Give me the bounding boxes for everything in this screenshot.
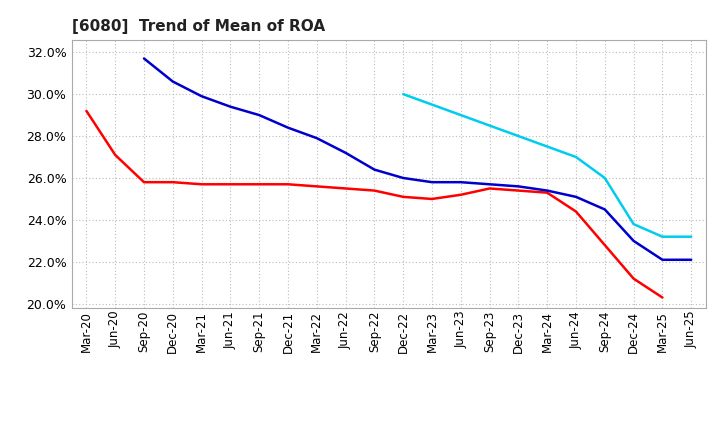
3 Years <box>111 152 120 158</box>
5 Years <box>485 182 494 187</box>
3 Years <box>255 182 264 187</box>
3 Years <box>82 108 91 114</box>
3 Years <box>456 192 465 198</box>
5 Years <box>312 136 321 141</box>
5 Years <box>284 125 292 130</box>
5 Years <box>370 167 379 172</box>
3 Years <box>197 182 206 187</box>
7 Years <box>687 234 696 239</box>
5 Years <box>197 94 206 99</box>
5 Years <box>572 194 580 199</box>
3 Years <box>140 180 148 185</box>
Text: [6080]  Trend of Mean of ROA: [6080] Trend of Mean of ROA <box>72 19 325 34</box>
Line: 3 Years: 3 Years <box>86 111 662 297</box>
5 Years <box>226 104 235 109</box>
3 Years <box>514 188 523 193</box>
7 Years <box>428 102 436 107</box>
5 Years <box>629 238 638 243</box>
7 Years <box>600 176 609 181</box>
5 Years <box>341 150 350 155</box>
3 Years <box>370 188 379 193</box>
7 Years <box>514 133 523 139</box>
3 Years <box>428 196 436 202</box>
5 Years <box>658 257 667 262</box>
7 Years <box>543 144 552 149</box>
5 Years <box>514 184 523 189</box>
3 Years <box>543 190 552 195</box>
7 Years <box>456 113 465 118</box>
3 Years <box>312 184 321 189</box>
5 Years <box>687 257 696 262</box>
5 Years <box>456 180 465 185</box>
5 Years <box>168 79 177 84</box>
3 Years <box>485 186 494 191</box>
3 Years <box>629 276 638 281</box>
5 Years <box>600 207 609 212</box>
7 Years <box>658 234 667 239</box>
7 Years <box>399 92 408 97</box>
3 Years <box>572 209 580 214</box>
7 Years <box>629 221 638 227</box>
3 Years <box>341 186 350 191</box>
7 Years <box>572 154 580 160</box>
3 Years <box>658 295 667 300</box>
3 Years <box>399 194 408 199</box>
5 Years <box>255 113 264 118</box>
5 Years <box>428 180 436 185</box>
7 Years <box>485 123 494 128</box>
3 Years <box>226 182 235 187</box>
3 Years <box>600 242 609 248</box>
5 Years <box>399 176 408 181</box>
5 Years <box>543 188 552 193</box>
5 Years <box>140 56 148 61</box>
3 Years <box>284 182 292 187</box>
Line: 5 Years: 5 Years <box>144 59 691 260</box>
Line: 7 Years: 7 Years <box>403 94 691 237</box>
3 Years <box>168 180 177 185</box>
